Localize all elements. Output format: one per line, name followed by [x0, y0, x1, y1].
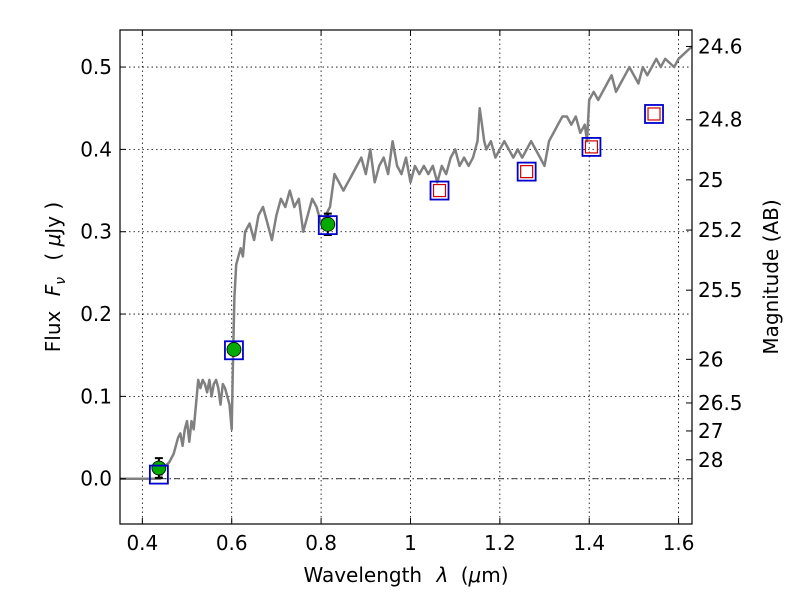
model-flux-point: [581, 137, 602, 157]
upper-point: [520, 165, 534, 179]
y2-tick-label: 25.2: [698, 218, 743, 242]
x-tick-label: 1.2: [484, 531, 516, 555]
ticks-layer: 0.4 0.6 0.8 1 1.2 1.4 1.6 0.0 0.1 0.2 0.3 0.4 0.5 24.…: [80, 30, 743, 555]
y-tick-label: 0.3: [80, 220, 112, 244]
y-axis-title-unit-open: (: [41, 253, 65, 261]
y-axis-title-text: Flux: [41, 310, 65, 352]
x-tick-label: 0.6: [216, 531, 248, 555]
model-flux-point: [224, 340, 244, 361]
x-tick-label: 0.4: [126, 531, 158, 555]
marks-layer: [148, 104, 664, 485]
x-tick-label: 1.4: [573, 531, 605, 555]
upper-point: [432, 183, 447, 198]
detected-point: [320, 216, 336, 232]
y-axis-title: Flux Fν ( μJy ): [41, 202, 70, 352]
upper-point: [647, 107, 661, 121]
y-axis-title-unit-rest: Jy ): [41, 202, 65, 236]
y-tick-label: 0.4: [80, 137, 112, 161]
spectrum-line: [120, 45, 693, 480]
model-flux-point: [148, 464, 169, 485]
x-axis-title: Wavelength λ (μm): [303, 563, 508, 587]
detected-point: [151, 460, 167, 476]
y2-axis-title: Magnitude (AB): [759, 199, 783, 354]
y2-tick-label: 25: [698, 168, 723, 192]
x-axis-title-unit-rest: m): [481, 563, 508, 587]
detected-point: [226, 342, 242, 357]
grid-layer: [120, 30, 692, 524]
plot-frame: [119, 29, 693, 525]
y2-tick-label: 26.5: [698, 391, 743, 415]
y-axis-title-subscript: ν: [53, 277, 69, 285]
x-axis-title-symbol: λ: [435, 563, 448, 587]
y-axis-title-unit-symbol: μ: [41, 234, 65, 248]
y-tick-label: 0.2: [80, 302, 112, 326]
y2-tick-label: 26: [698, 347, 723, 371]
y2-tick-label: 24.8: [698, 108, 743, 132]
x-tick-label: 1: [404, 531, 417, 555]
model-flux-point: [317, 215, 338, 236]
x-axis-title-unit-symbol: μ: [468, 563, 482, 587]
y2-tick-label: 28: [698, 448, 723, 472]
y-tick-label: 0.0: [80, 467, 112, 491]
y-tick-label: 0.5: [80, 55, 112, 79]
y2-tick-label: 24.6: [698, 34, 743, 58]
x-axis-title-unit-open: (: [461, 563, 469, 587]
model-flux-point: [429, 180, 450, 201]
y-axis-title-symbol: F: [41, 284, 65, 296]
model-flux-point: [516, 161, 537, 182]
model-flux-point: [644, 104, 664, 124]
x-tick-label: 0.8: [305, 531, 337, 555]
y2-tick-label: 25.5: [698, 278, 743, 302]
y2-tick-label: 27: [698, 419, 723, 443]
x-tick-label: 1.6: [663, 531, 695, 555]
y-tick-label: 0.1: [80, 384, 112, 408]
upper-point: [584, 140, 599, 154]
x-axis-title-text: Wavelength: [303, 563, 422, 587]
